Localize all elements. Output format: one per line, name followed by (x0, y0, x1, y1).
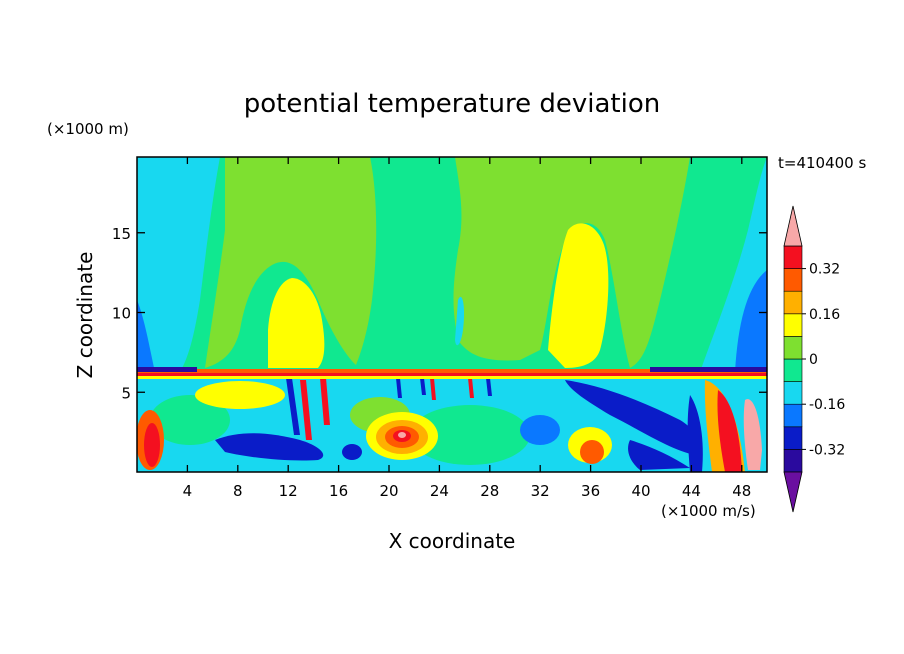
colorbar-band (783, 336, 803, 360)
x-tick-label: 12 (279, 482, 298, 500)
colorbar-band (783, 426, 803, 450)
colorbar-band (783, 313, 803, 337)
x-tick-label: 8 (233, 482, 243, 500)
red-patch (144, 423, 160, 467)
interface-band (137, 369, 767, 373)
x-tick-label: 20 (379, 482, 398, 500)
y-tick-label: 15 (112, 225, 131, 243)
interface-band (137, 373, 767, 376)
colorbar: -0.32 -0.16 0 0.16 0.32 (783, 205, 845, 513)
yellow-plume-left (268, 278, 325, 368)
blue-band (565, 380, 700, 455)
x-tick-label: 4 (183, 482, 193, 500)
blue-region-left-edge (137, 300, 155, 372)
x-tick-label: 40 (631, 482, 650, 500)
colorbar-band (783, 290, 803, 315)
colorbar-band (783, 268, 803, 292)
colorbar-band (783, 358, 803, 382)
x-tick-label: 48 (732, 482, 751, 500)
cyan-region-left (137, 157, 220, 372)
green-patch (410, 405, 530, 465)
blue-band (628, 440, 690, 470)
x-tick-label: 44 (682, 482, 701, 500)
interface-band (137, 376, 767, 379)
y-axis-title: Z coordinate (73, 252, 97, 379)
colorbar-band (783, 449, 803, 473)
chart-title: potential temperature deviation (244, 89, 660, 119)
colorbar-tick-label: 0.32 (809, 262, 840, 278)
peak-core (398, 432, 406, 438)
x-tick-label: 16 (329, 482, 348, 500)
colorbar-band (783, 403, 803, 428)
blue-band (215, 433, 324, 461)
warm-peak-right (743, 399, 762, 470)
thin-cyan-streak (455, 296, 465, 346)
colorbar-band (783, 245, 803, 269)
orange-patch (580, 440, 604, 464)
blue-column-right (687, 395, 703, 472)
time-label: t=410400 s (778, 154, 866, 172)
interface-band (137, 367, 197, 372)
colorbar-tick-label: -0.32 (809, 442, 845, 458)
x-tick-label: 28 (480, 482, 499, 500)
x-tick-label: 36 (581, 482, 600, 500)
yellow-patch (195, 381, 285, 409)
blue-patch (342, 444, 362, 460)
green-plume-left (205, 157, 377, 368)
contour-field (137, 157, 767, 472)
x-tick-label: 32 (531, 482, 550, 500)
y-tick-label: 10 (112, 305, 131, 323)
x-unit-label: (×1000 m/s) (661, 502, 756, 520)
x-axis-title: X coordinate (389, 529, 516, 553)
warm-column-right (717, 390, 742, 472)
colorbar-band (783, 381, 803, 405)
colorbar-tick-label: 0 (809, 352, 818, 368)
blue-region-right (735, 270, 767, 372)
colorbar-min-arrow (783, 471, 803, 513)
green-plume-right (453, 157, 690, 368)
y-tick-label: 5 (121, 384, 131, 402)
colorbar-max-arrow (783, 205, 803, 247)
colorbar-tick-label: 0.16 (809, 307, 840, 323)
plot-frame (136, 156, 768, 473)
blue-patch (520, 415, 560, 445)
y-unit-label: (×1000 m) (47, 120, 129, 138)
yellow-plume-right (548, 223, 609, 368)
colorbar-tick-label: -0.16 (809, 397, 845, 413)
green-patch (150, 395, 230, 445)
x-tick-label: 24 (430, 482, 449, 500)
interface-band (650, 367, 767, 372)
